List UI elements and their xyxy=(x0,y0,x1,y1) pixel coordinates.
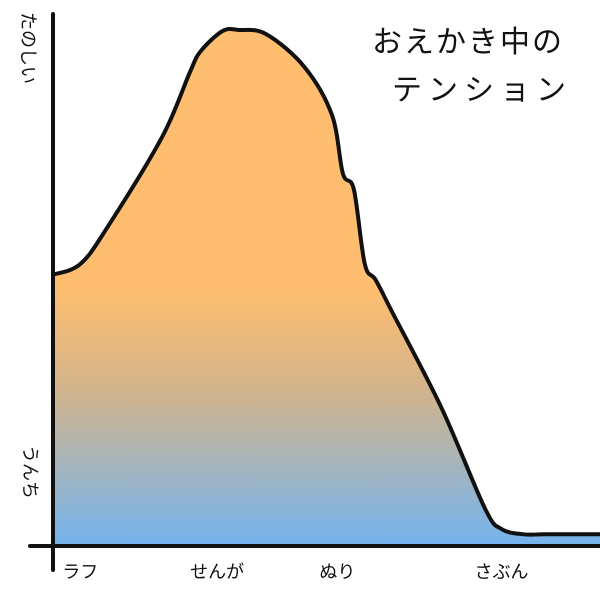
x-tick-label: ラフ xyxy=(62,562,98,583)
y-tick-label-top: たのしい xyxy=(17,12,38,84)
y-tick-label-bottom: うんち xyxy=(19,445,40,499)
chart-title-line-2: テンション xyxy=(392,73,572,108)
x-tick-label: さぶん xyxy=(475,562,529,583)
x-tick-label: ぬり xyxy=(319,562,355,583)
x-tick-labels: ラフ せんが ぬり さぶん xyxy=(62,562,528,583)
series-line xyxy=(51,26,600,537)
area-fill xyxy=(53,28,600,547)
x-tick-label: せんが xyxy=(190,562,244,583)
chart-title-line-1: おえかき中の xyxy=(372,25,564,60)
